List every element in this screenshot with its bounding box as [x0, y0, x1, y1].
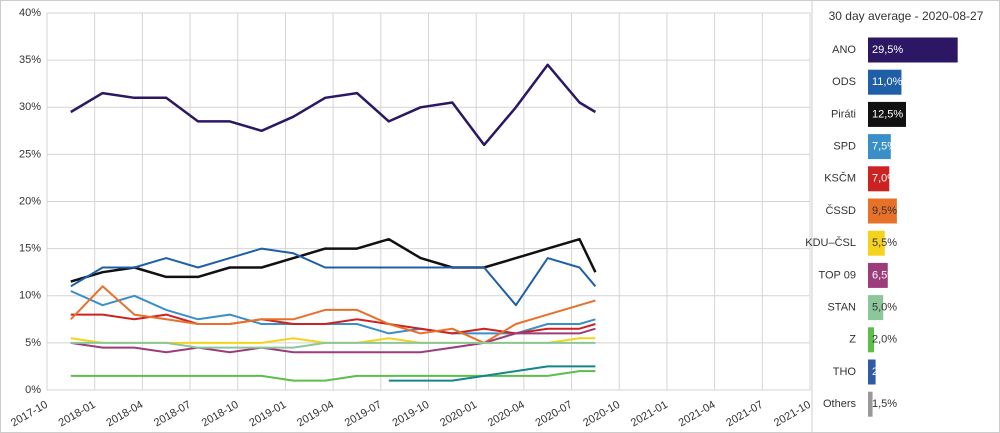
bar	[868, 101, 906, 127]
bar-value-label: 6,5%	[872, 269, 897, 281]
x-tick-label: 2020-01	[438, 399, 479, 430]
bar-value-label: 11,0%	[872, 76, 903, 88]
series-line	[70, 327, 596, 354]
bar-value-label: 7,5%	[872, 141, 897, 153]
y-tick-label: 0%	[25, 384, 41, 396]
bar	[868, 295, 884, 321]
bar	[868, 327, 875, 353]
x-tick-label: 2019-04	[295, 399, 336, 430]
bar	[868, 359, 876, 385]
y-tick-label: 20%	[19, 195, 41, 207]
series-line	[70, 341, 596, 349]
x-tick-label: 2019-01	[247, 399, 288, 430]
bar-category: TOP 09	[818, 269, 856, 281]
bar-category: Z	[849, 334, 856, 346]
series-line	[70, 285, 596, 344]
bar-category: Piráti	[831, 108, 856, 120]
x-tick-label: 2021-04	[677, 399, 718, 430]
y-tick-label: 30%	[19, 101, 41, 113]
y-tick-label: 10%	[19, 290, 41, 302]
x-tick-label: 2018-01	[57, 399, 98, 430]
y-tick-label: 15%	[19, 243, 41, 255]
bar-value-label: 5,0%	[872, 302, 897, 314]
bar-category: THO	[833, 366, 857, 378]
x-tick-label: 2021-10	[772, 399, 813, 430]
bar	[868, 198, 897, 224]
bar	[868, 262, 888, 288]
y-tick-label: 40%	[19, 7, 41, 19]
x-tick-label: 2017-10	[9, 399, 50, 430]
series-line	[70, 237, 597, 283]
bar-category: ČSSD	[825, 204, 856, 217]
y-tick-label: 5%	[25, 337, 41, 349]
x-tick-label: 2020-10	[581, 399, 622, 430]
bar-value-label: 7,0%	[872, 173, 897, 185]
bar	[868, 69, 902, 95]
y-tick-label: 25%	[19, 148, 41, 160]
series-line	[388, 365, 596, 382]
series-line	[70, 370, 596, 382]
x-tick-label: 2021-07	[724, 399, 765, 430]
bar-category: ODS	[832, 76, 856, 88]
bar-value-label: 9,5%	[872, 205, 897, 217]
x-tick-label: 2018-07	[152, 399, 193, 430]
x-tick-label: 2019-10	[390, 399, 431, 430]
x-tick-label: 2021-01	[629, 399, 670, 430]
x-tick-label: 2020-07	[534, 399, 575, 430]
bar-value-label: 2,5%	[872, 366, 897, 378]
bar-value-label: 2,0%	[872, 334, 897, 346]
bar	[868, 391, 873, 417]
bar-category: KSČM	[824, 172, 856, 185]
bar-value-label: 1,5%	[872, 398, 897, 410]
bar	[868, 166, 890, 192]
y-tick-label: 35%	[19, 54, 41, 66]
series-line	[70, 63, 597, 147]
bar	[868, 134, 891, 160]
bar-category: SPD	[833, 141, 856, 153]
bar-category: KDU–ČSL	[805, 236, 856, 249]
bar	[868, 37, 958, 63]
bar	[868, 230, 885, 256]
x-tick-label: 2018-10	[200, 399, 241, 430]
bar-title: 30 day average - 2020-08-27	[829, 9, 984, 23]
bar-category: Others	[823, 398, 857, 410]
bar-value-label: 12,5%	[872, 108, 903, 120]
bar-category: ANO	[832, 44, 856, 56]
x-tick-label: 2020-04	[486, 399, 527, 430]
series-line	[70, 247, 597, 307]
x-tick-label: 2018-04	[104, 399, 145, 430]
x-tick-label: 2019-07	[343, 399, 384, 430]
bar-value-label: 29,5%	[872, 44, 903, 56]
bar-category: STAN	[827, 302, 856, 314]
bar-value-label: 5,5%	[872, 237, 897, 249]
